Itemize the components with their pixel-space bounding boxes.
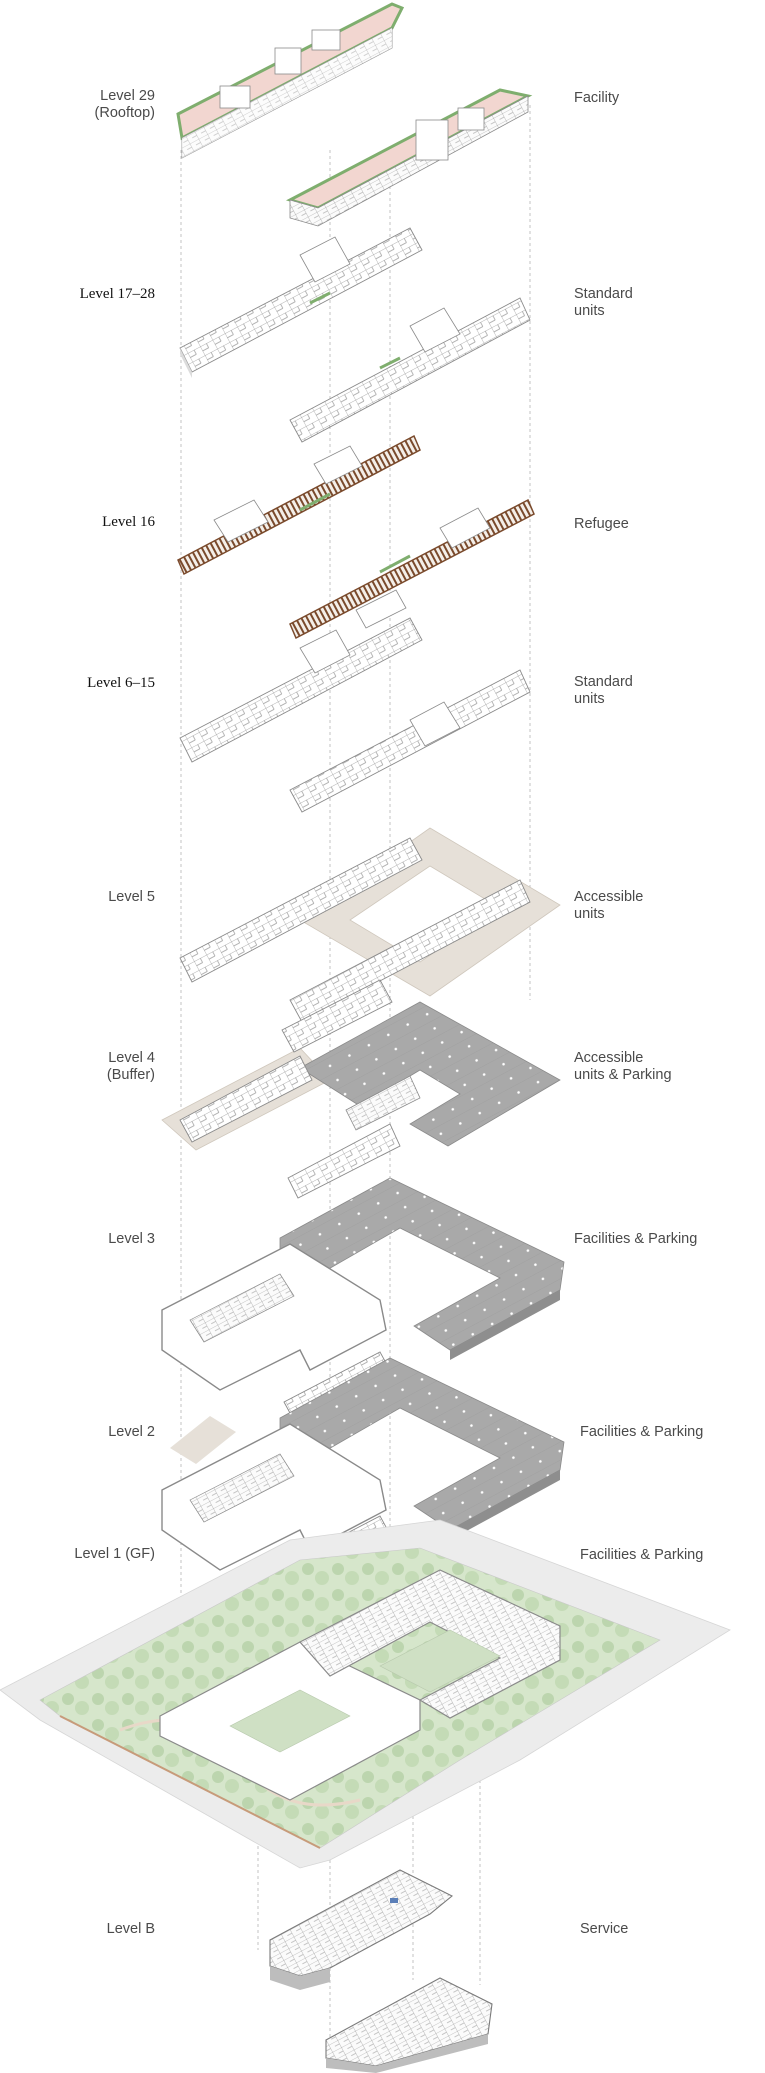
level-6-15-left-label: Level 6–15 — [87, 675, 155, 691]
level-4-right-label: Accessible units & Parking — [574, 1050, 672, 1083]
level-6-15-right-label: Standard units — [574, 674, 633, 707]
level-2-right-label: Facilities & Parking — [580, 1424, 704, 1440]
level-16-right-label: Refugee — [574, 516, 629, 532]
level-b-basement — [269, 1869, 493, 2073]
level-1-ground-floor-site — [0, 1519, 731, 1869]
level-6-15-floor-plate — [179, 617, 531, 813]
level-2-floor-plate — [161, 1357, 565, 1589]
level-5-floor-plate — [179, 827, 561, 1023]
level-1-right-label: Facilities & Parking — [580, 1547, 704, 1563]
level-4-floor-plate — [161, 979, 561, 1199]
level-29-left-label: Level 29 (Rooftop) — [94, 88, 155, 121]
level-3-left-label: Level 3 — [108, 1231, 155, 1247]
level-17-28-floor-plate — [179, 227, 531, 443]
level-29-right-label: Facility — [574, 90, 620, 106]
level-29-rooftop-slab — [176, 2, 533, 227]
level-b-left-label: Level B — [106, 1921, 155, 1937]
level-5-left-label: Level 5 — [108, 889, 155, 905]
level-16-refuge-plate — [177, 434, 535, 640]
level-17-28-right-label: Standard units — [574, 286, 633, 319]
level-1-left-label: Level 1 (GF) — [74, 1546, 155, 1562]
level-b-right-label: Service — [580, 1921, 629, 1937]
level-17-28-left-label: Level 17–28 — [79, 286, 155, 302]
level-4-left-label: Level 4 (Buffer) — [106, 1050, 155, 1083]
level-3-right-label: Facilities & Parking — [574, 1231, 698, 1247]
level-5-right-label: Accessible units — [574, 889, 644, 922]
level-16-left-label: Level 16 — [102, 514, 155, 530]
level-2-left-label: Level 2 — [108, 1424, 155, 1440]
